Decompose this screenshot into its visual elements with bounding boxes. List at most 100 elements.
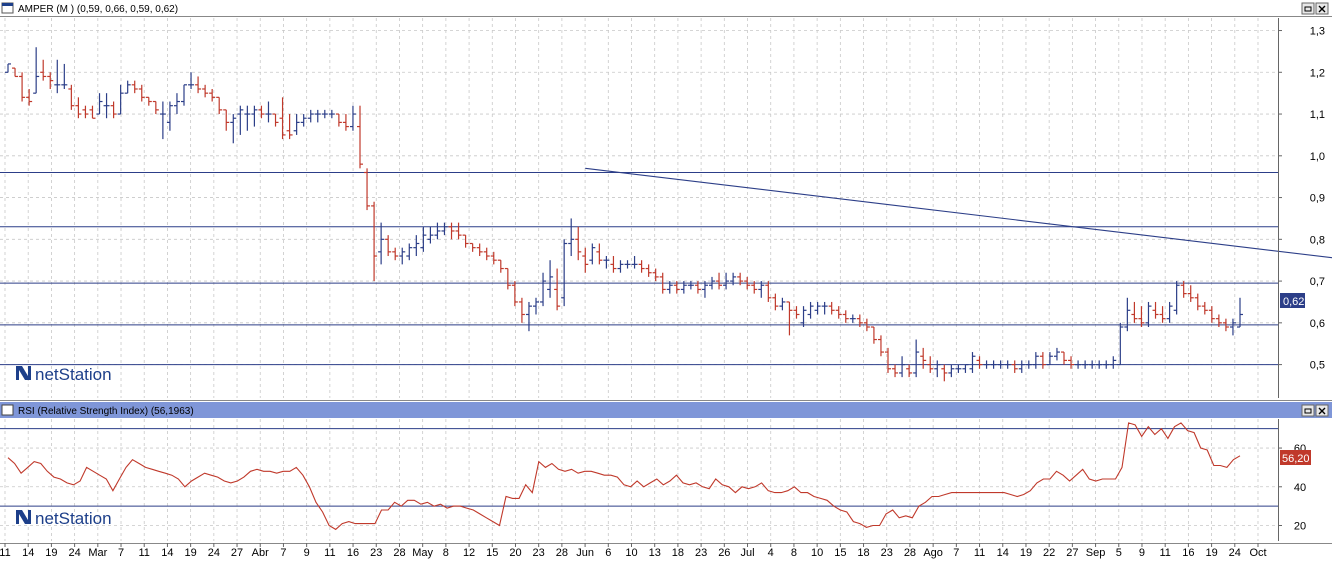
x-tick-label: Jun [576,547,594,559]
y-tick-label: 0,8 [1310,234,1325,246]
ohlc-bar [462,234,469,248]
ohlc-bar [131,80,138,94]
ohlc-bar [934,360,941,378]
ohlc-bar [779,297,786,311]
x-tick-label: 28 [393,547,405,559]
ohlc-bar [138,84,145,102]
ohlc-bar [490,251,497,265]
x-tick-label: 14 [997,547,1009,559]
y-tick-label: 0,7 [1310,276,1325,288]
x-tick-label: 13 [649,547,661,559]
main-restore-button[interactable] [1301,2,1315,15]
ohlc-bar [877,335,884,357]
ohlc-bar [82,105,89,119]
x-tick-label: 27 [1066,547,1078,559]
ohlc-bar [1075,360,1082,369]
ohlc-bar [1229,318,1236,336]
ohlc-bar [617,260,624,273]
x-tick-label: 11 [974,547,985,559]
ohlc-bar [19,72,26,102]
ohlc-bar [730,272,737,286]
rsi-badge-label: 56,20 [1282,453,1310,465]
ohlc-bar [1004,360,1011,369]
x-tick-label: 19 [1020,547,1032,559]
x-tick-label: 18 [672,547,684,559]
ohlc-bar [744,276,751,290]
y-tick-label: 0,6 [1310,318,1325,330]
ohlc-bar [603,256,610,269]
netstation-watermark: netStation [35,509,112,528]
ohlc-bar [575,226,582,261]
ohlc-bar [673,281,680,294]
ohlc-bar [75,97,82,119]
x-tick-label: 15 [486,547,498,559]
x-tick-label: 11 [139,547,150,559]
x-tick-label: 14 [161,547,173,559]
ohlc-bar [1124,297,1131,332]
ohlc-bar [863,318,870,332]
ohlc-bar [307,109,314,123]
main-close-button[interactable] [1315,2,1329,15]
y-tick-label: 20 [1294,521,1306,533]
ohlc-bar [645,264,652,277]
y-tick-label: 1,3 [1310,26,1325,38]
netstation-logo-icon [16,510,31,524]
close-icon [1318,5,1326,13]
ohlc-bar [1117,322,1124,366]
ohlc-bar [561,239,568,307]
ohlc-bar [223,109,230,131]
ohlc-bar [920,347,927,369]
ohlc-bar [709,276,715,290]
ohlc-bar [666,281,673,294]
ohlc-bar [892,364,899,378]
ohlc-bar [624,260,631,269]
x-tick-label: Jul [740,547,754,559]
ohlc-bar [441,222,448,236]
ohlc-bar [181,84,187,106]
ohlc-bar [870,326,877,344]
ohlc-bar [511,281,518,307]
ohlc-bar [1194,293,1201,311]
ohlc-bar [47,72,54,89]
ohlc-bar [976,356,983,369]
x-tick-label: 19 [45,547,57,559]
ohlc-bar [68,84,75,110]
x-tick-label: 23 [695,547,707,559]
ohlc-bar [371,201,378,282]
ohlc-bar [335,113,342,127]
rsi-line [7,422,1241,531]
x-tick-label: 5 [1116,547,1122,559]
ohlc-bar [258,105,265,119]
x-tick-label: 23 [533,547,545,559]
ohlc-bar [145,96,152,106]
ohlc-bar [568,218,575,257]
ohlc-bar [216,96,223,115]
ohlc-bar [12,67,19,78]
trendline [585,167,1332,259]
x-tick-label: 23 [370,547,382,559]
rsi-restore-button[interactable] [1301,404,1315,417]
ohlc-bar [469,242,476,252]
y-tick-label: 40 [1294,482,1306,494]
rsi-close-button[interactable] [1315,404,1329,417]
ohlc-bar [293,114,300,135]
ohlc-bar [821,301,828,315]
ohlc-bar [1138,306,1145,328]
ohlc-bar [751,281,758,294]
netstation-logo-rsi: netStation [16,509,112,528]
ohlc-bar [272,113,279,127]
x-tick-label: 9 [1139,547,1145,559]
rsi-panel-title: RSI (Relative Strength Index) (56,1963) [18,406,194,417]
ohlc-bar [518,297,525,323]
ohlc-bar [328,109,335,119]
ohlc-bar [237,105,244,135]
ohlc-bar [483,247,490,261]
netstation-logo-main: netStation [16,365,112,384]
ohlc-bar [103,93,110,119]
x-tick-label: 19 [1205,547,1217,559]
ohlc-bar [392,247,399,261]
main-horizontal-lines [0,172,1278,366]
ohlc-bar [427,226,434,244]
